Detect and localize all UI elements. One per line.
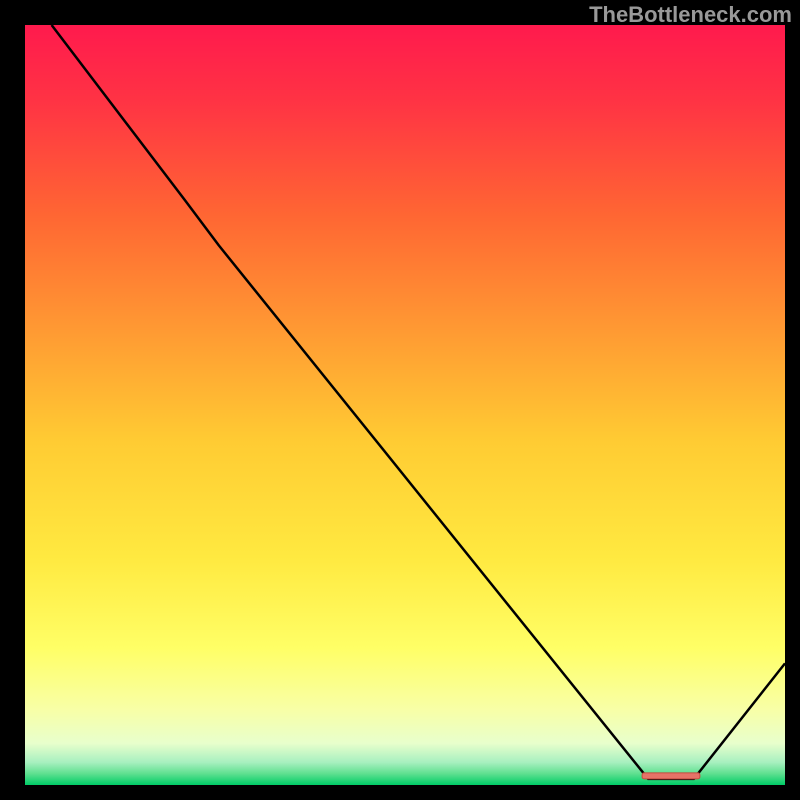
- optimum-marker: [642, 773, 700, 779]
- bottleneck-chart: [0, 0, 800, 800]
- watermark-text: TheBottleneck.com: [589, 2, 792, 28]
